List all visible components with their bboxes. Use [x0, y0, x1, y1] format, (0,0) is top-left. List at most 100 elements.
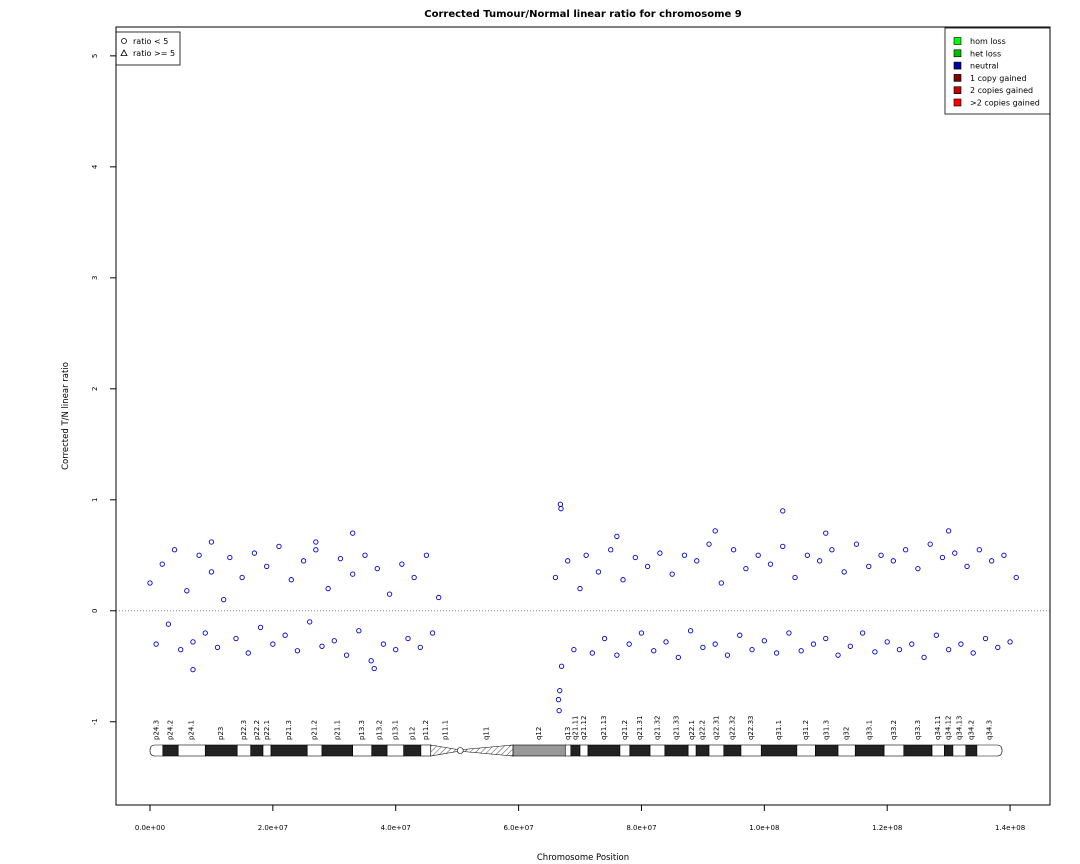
point: [663, 639, 669, 645]
point: [555, 696, 562, 703]
band-label: q21.32: [653, 716, 661, 740]
point: [982, 635, 989, 642]
ideogram-band: [952, 744, 967, 757]
ideogram-band: [796, 744, 816, 757]
band-label: q21.12: [580, 716, 588, 740]
band-label: p13.2: [375, 720, 383, 740]
point: [945, 528, 952, 534]
ideogram-band: [723, 744, 742, 757]
point: [1001, 552, 1007, 558]
point: [1013, 574, 1019, 581]
band-label: p24.3: [152, 720, 160, 740]
point: [184, 588, 190, 594]
band-label: q34.13: [955, 716, 963, 740]
point: [257, 624, 264, 631]
ideogram-band: [162, 744, 179, 757]
y-tick-label: 5: [91, 54, 99, 58]
point: [614, 533, 620, 540]
band-label: p13.3: [358, 720, 366, 740]
ideogram-band: [815, 744, 839, 757]
point: [380, 641, 387, 647]
ideogram-band: [837, 744, 856, 757]
ideogram-band: [270, 744, 308, 757]
point: [884, 639, 890, 645]
point: [368, 658, 374, 664]
point: [859, 630, 866, 636]
point: [626, 641, 632, 647]
band-label: p24.2: [167, 720, 175, 740]
ideogram-band: [352, 744, 373, 757]
point: [227, 554, 233, 561]
point: [417, 644, 423, 651]
band-label: q22.1: [688, 720, 696, 740]
band-label: p22.3: [240, 720, 248, 740]
point: [313, 547, 319, 553]
point: [878, 552, 884, 558]
ideogram-band: [512, 744, 566, 757]
y-axis-label: Corrected T/N linear ratio: [61, 362, 71, 470]
point: [282, 632, 288, 638]
point: [970, 650, 976, 656]
x-tick-label: 6.0e+07: [503, 824, 533, 832]
x-tick-label: 0.0e+00: [135, 824, 165, 832]
band-label: q33.1: [866, 720, 874, 740]
legend-label: ratio >= 5: [133, 49, 175, 58]
band-label: q31.2: [802, 720, 810, 740]
point: [761, 638, 767, 644]
point: [565, 558, 571, 564]
point: [964, 563, 970, 570]
point: [190, 639, 196, 645]
band-label: q22.2: [699, 720, 707, 740]
point: [153, 641, 159, 647]
band-label: p24.1: [188, 720, 196, 740]
ideogram-band: [687, 744, 697, 757]
point: [939, 554, 946, 561]
point: [995, 644, 1001, 651]
y-tick-label: 4: [91, 164, 99, 169]
point: [945, 646, 952, 653]
point: [239, 574, 245, 581]
point: [902, 547, 909, 553]
point: [896, 646, 903, 653]
point: [319, 643, 325, 649]
point: [767, 561, 774, 567]
band-label: p21.1: [333, 720, 341, 740]
band-label: q34.2: [967, 720, 975, 740]
point: [872, 649, 878, 655]
point: [730, 547, 737, 553]
ideogram-band: [629, 744, 651, 757]
ideogram-band: [931, 744, 945, 757]
band-label: p13.1: [391, 720, 399, 740]
point: [657, 550, 663, 556]
y-tick-label: 0: [91, 609, 99, 613]
point: [792, 574, 798, 581]
point: [374, 565, 380, 572]
ideogram-band: [204, 744, 238, 757]
point: [644, 563, 651, 570]
legend-swatch: [953, 86, 962, 94]
point: [804, 552, 810, 558]
point: [190, 666, 196, 673]
x-tick-label: 4.0e+07: [381, 824, 411, 832]
point: [270, 641, 276, 647]
centromere: [456, 747, 464, 754]
ideogram-band: [695, 744, 710, 757]
legend-label: het loss: [970, 49, 1001, 58]
point: [773, 650, 780, 656]
ideogram-band: [740, 744, 762, 757]
legend-symbol: [121, 38, 127, 44]
band-label: p11.2: [422, 720, 430, 740]
point: [371, 665, 377, 672]
point: [694, 558, 700, 564]
ideogram-band: [664, 744, 689, 757]
point: [743, 565, 749, 572]
point: [737, 632, 743, 638]
point: [429, 630, 436, 636]
point: [620, 577, 626, 583]
point: [595, 569, 602, 575]
y-tick-label: 1: [91, 498, 99, 502]
point: [755, 552, 761, 558]
band-label: q21.33: [672, 716, 680, 740]
ideogram-band: [649, 744, 666, 757]
ideogram-band: [944, 744, 954, 757]
